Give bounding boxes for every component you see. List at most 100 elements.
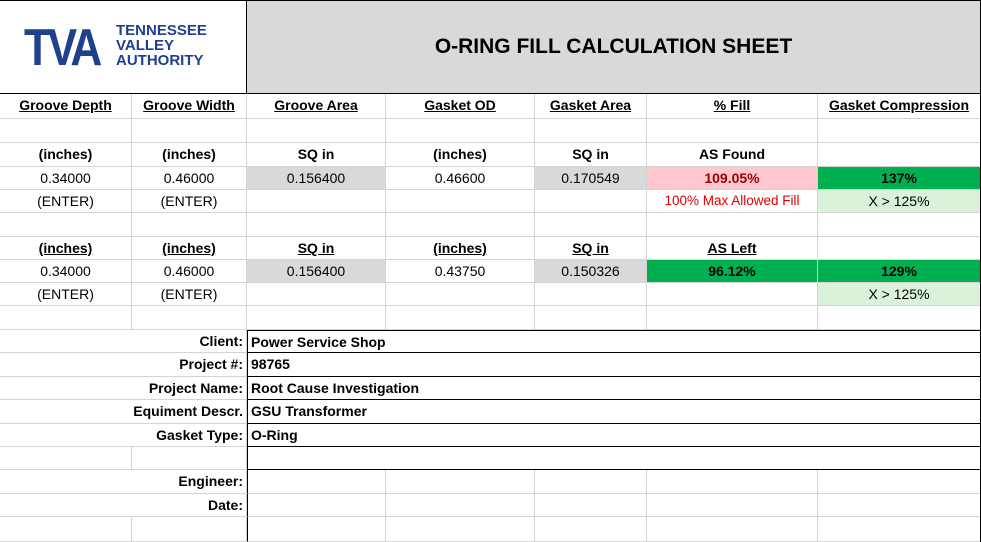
cell[interactable] [818, 494, 981, 517]
cell[interactable] [535, 283, 647, 306]
cell[interactable] [247, 306, 386, 330]
cell[interactable] [386, 494, 535, 517]
header-gasket-area[interactable]: Gasket Area [535, 94, 647, 119]
cell[interactable] [818, 306, 981, 330]
header-groove-width[interactable]: Groove Width [132, 94, 247, 119]
cell[interactable] [647, 306, 818, 330]
cell[interactable] [818, 517, 981, 542]
header-groove-depth[interactable]: Groove Depth [0, 94, 132, 119]
cell[interactable] [247, 213, 386, 237]
found-groove-depth-value[interactable]: 0.34000 [0, 167, 132, 190]
found-od-units[interactable]: (inches) [386, 143, 535, 167]
found-compression-value[interactable]: 137% [818, 167, 981, 190]
cell[interactable] [0, 447, 132, 470]
cell[interactable] [818, 237, 981, 260]
client-value[interactable]: Power Service Shop [247, 330, 981, 353]
cell[interactable] [0, 517, 132, 542]
left-groove-area-units[interactable]: SQ in [247, 237, 386, 260]
cell[interactable] [535, 517, 647, 542]
found-width-enter[interactable]: (ENTER) [132, 190, 247, 213]
cell[interactable] [132, 447, 247, 470]
info-blank-row[interactable] [247, 447, 981, 470]
cell[interactable] [386, 306, 535, 330]
left-groove-area-value[interactable]: 0.156400 [247, 260, 386, 283]
cell[interactable] [535, 306, 647, 330]
cell[interactable] [386, 213, 535, 237]
found-width-units[interactable]: (inches) [132, 143, 247, 167]
left-compression-value[interactable]: 129% [818, 260, 981, 283]
max-fill-note[interactable]: 100% Max Allowed Fill [647, 190, 818, 213]
cell[interactable] [0, 306, 132, 330]
gasket-type-value[interactable]: O-Ring [247, 424, 981, 447]
project-number-value[interactable]: 98765 [247, 353, 981, 377]
cell[interactable] [386, 517, 535, 542]
cell[interactable] [386, 190, 535, 213]
cell[interactable] [647, 119, 818, 143]
as-left-label[interactable]: AS Left [647, 237, 818, 260]
cell[interactable] [647, 470, 818, 494]
left-gasket-od-value[interactable]: 0.43750 [386, 260, 535, 283]
cell[interactable] [647, 517, 818, 542]
left-od-units[interactable]: (inches) [386, 237, 535, 260]
found-groove-width-value[interactable]: 0.46000 [132, 167, 247, 190]
found-groove-area-value[interactable]: 0.156400 [247, 167, 386, 190]
left-gasket-area-value[interactable]: 0.150326 [535, 260, 647, 283]
left-width-enter[interactable]: (ENTER) [132, 283, 247, 306]
header-groove-area[interactable]: Groove Area [247, 94, 386, 119]
client-label: Client: [0, 330, 247, 353]
cell[interactable] [247, 517, 386, 542]
cell[interactable] [132, 517, 247, 542]
equipment-value[interactable]: GSU Transformer [247, 400, 981, 424]
tva-logo: TVA TENNESSEE VALLEY AUTHORITY [0, 0, 247, 94]
date-label: Date: [0, 494, 247, 517]
cell[interactable] [0, 213, 132, 237]
cell[interactable] [132, 306, 247, 330]
cell[interactable] [647, 283, 818, 306]
cell[interactable] [132, 213, 247, 237]
header-gasket-compression[interactable]: Gasket Compression [818, 94, 981, 119]
left-groove-depth-value[interactable]: 0.34000 [0, 260, 132, 283]
cell[interactable] [0, 119, 132, 143]
cell[interactable] [386, 470, 535, 494]
found-depth-enter[interactable]: (ENTER) [0, 190, 132, 213]
found-gasket-od-value[interactable]: 0.46600 [386, 167, 535, 190]
cell[interactable] [535, 470, 647, 494]
engineer-value[interactable] [247, 470, 386, 494]
cell[interactable] [535, 494, 647, 517]
cell[interactable] [247, 283, 386, 306]
cell[interactable] [647, 494, 818, 517]
found-depth-units[interactable]: (inches) [0, 143, 132, 167]
left-depth-enter[interactable]: (ENTER) [0, 283, 132, 306]
engineer-label: Engineer: [0, 470, 247, 494]
cell[interactable] [535, 119, 647, 143]
cell[interactable] [386, 283, 535, 306]
found-gasket-area-value[interactable]: 0.170549 [535, 167, 647, 190]
cell[interactable] [647, 213, 818, 237]
found-gasket-area-units[interactable]: SQ in [535, 143, 647, 167]
found-pct-fill-value[interactable]: 109.05% [647, 167, 818, 190]
header-gasket-od[interactable]: Gasket OD [386, 94, 535, 119]
date-value[interactable] [247, 494, 386, 517]
project-name-value[interactable]: Root Cause Investigation [247, 377, 981, 400]
cell[interactable] [386, 119, 535, 143]
cell[interactable] [247, 119, 386, 143]
cell[interactable] [818, 470, 981, 494]
as-found-label[interactable]: AS Found [647, 143, 818, 167]
cell[interactable] [247, 190, 386, 213]
cell[interactable] [535, 190, 647, 213]
cell[interactable] [535, 213, 647, 237]
cell[interactable] [818, 143, 981, 167]
cell[interactable] [818, 119, 981, 143]
cell[interactable] [818, 213, 981, 237]
sheet-title: O-RING FILL CALCULATION SHEET [247, 0, 981, 94]
left-pct-fill-value[interactable]: 96.12% [647, 260, 818, 283]
left-depth-units[interactable]: (inches) [0, 237, 132, 260]
header-pct-fill[interactable]: % Fill [647, 94, 818, 119]
cell[interactable] [132, 119, 247, 143]
left-compression-criteria[interactable]: X > 125% [818, 283, 981, 306]
found-compression-criteria[interactable]: X > 125% [818, 190, 981, 213]
left-groove-width-value[interactable]: 0.46000 [132, 260, 247, 283]
left-gasket-area-units[interactable]: SQ in [535, 237, 647, 260]
found-groove-area-units[interactable]: SQ in [247, 143, 386, 167]
left-width-units[interactable]: (inches) [132, 237, 247, 260]
